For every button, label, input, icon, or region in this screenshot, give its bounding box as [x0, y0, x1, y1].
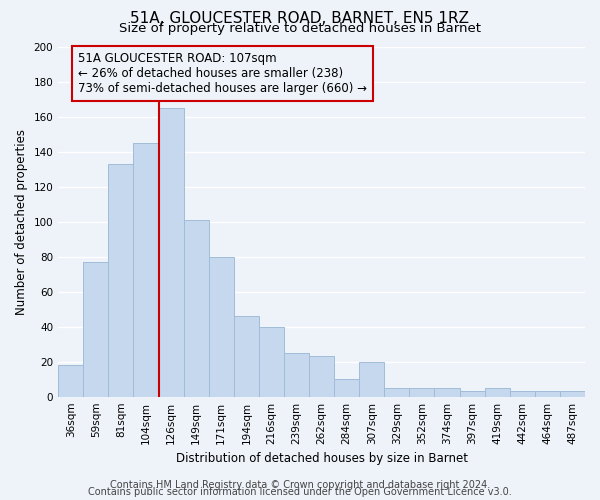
Bar	[460, 392, 485, 396]
Bar	[83, 262, 109, 396]
Bar	[209, 256, 234, 396]
Bar	[109, 164, 133, 396]
Y-axis label: Number of detached properties: Number of detached properties	[15, 128, 28, 314]
Bar	[309, 356, 334, 397]
Bar	[234, 316, 259, 396]
Bar	[158, 108, 184, 397]
Text: 51A GLOUCESTER ROAD: 107sqm
← 26% of detached houses are smaller (238)
73% of se: 51A GLOUCESTER ROAD: 107sqm ← 26% of det…	[78, 52, 367, 95]
Bar	[385, 388, 409, 396]
X-axis label: Distribution of detached houses by size in Barnet: Distribution of detached houses by size …	[176, 452, 467, 465]
Bar	[485, 388, 510, 396]
Text: Contains HM Land Registry data © Crown copyright and database right 2024.: Contains HM Land Registry data © Crown c…	[110, 480, 490, 490]
Bar	[284, 353, 309, 397]
Text: 51A, GLOUCESTER ROAD, BARNET, EN5 1RZ: 51A, GLOUCESTER ROAD, BARNET, EN5 1RZ	[131, 11, 470, 26]
Bar	[259, 326, 284, 396]
Bar	[560, 392, 585, 396]
Bar	[510, 392, 535, 396]
Bar	[133, 143, 158, 397]
Bar	[359, 362, 385, 396]
Text: Size of property relative to detached houses in Barnet: Size of property relative to detached ho…	[119, 22, 481, 35]
Bar	[409, 388, 434, 396]
Text: Contains public sector information licensed under the Open Government Licence v3: Contains public sector information licen…	[88, 487, 512, 497]
Bar	[434, 388, 460, 396]
Bar	[184, 220, 209, 396]
Bar	[334, 379, 359, 396]
Bar	[535, 392, 560, 396]
Bar	[58, 365, 83, 396]
